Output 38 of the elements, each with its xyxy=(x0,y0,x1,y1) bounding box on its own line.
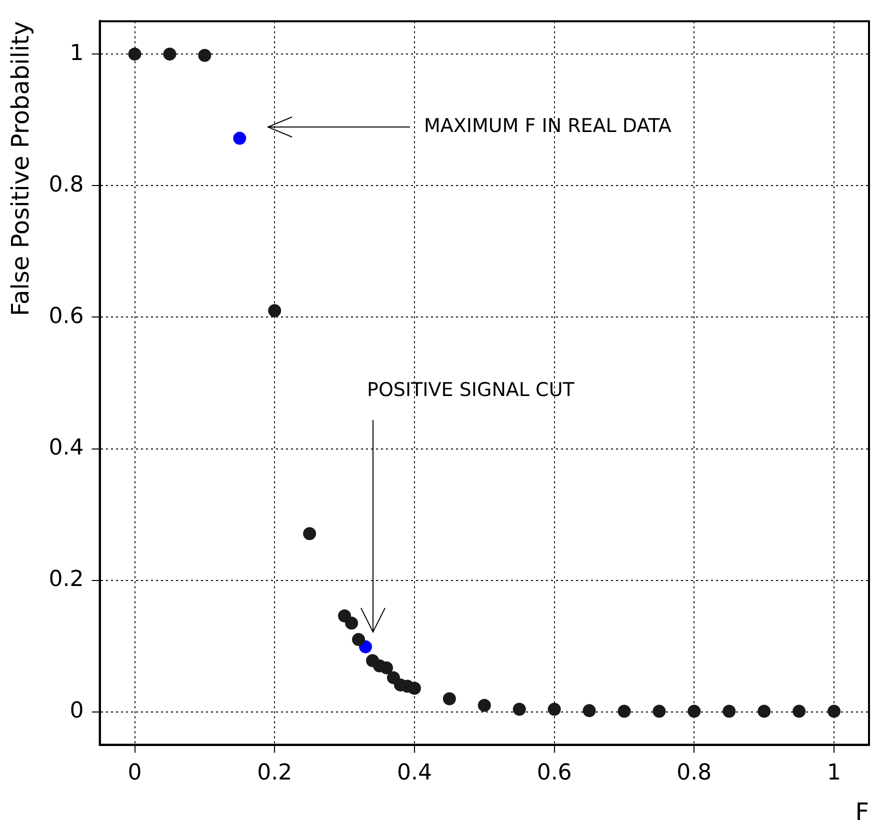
y-tick-label: 0.4 xyxy=(48,436,84,460)
point xyxy=(442,692,456,706)
x-tick-label: 0.6 xyxy=(536,760,572,786)
point xyxy=(163,48,176,61)
y-axis-title: False Positive Probability xyxy=(6,21,35,316)
point xyxy=(582,704,596,718)
y-tick-label: 0 xyxy=(70,698,84,724)
point xyxy=(722,704,736,718)
point xyxy=(233,132,246,145)
y-tick-label: 0.2 xyxy=(48,567,84,592)
point xyxy=(792,704,806,718)
point xyxy=(512,702,526,716)
y-tick-label: 0.6 xyxy=(48,304,84,329)
x-tick-label: 0.4 xyxy=(396,760,432,786)
point xyxy=(380,661,393,674)
x-tick-label: 0.8 xyxy=(676,760,712,786)
point xyxy=(652,704,666,718)
point xyxy=(303,527,316,540)
point xyxy=(758,704,771,718)
annotation: POSITIVE SIGNAL CUT xyxy=(367,378,575,401)
y-tick-label: 0.8 xyxy=(48,172,84,198)
annotation: MAXIMUM F IN REAL DATA xyxy=(424,114,672,137)
x-axis-title: F xyxy=(855,798,869,826)
point xyxy=(408,682,421,695)
point xyxy=(828,704,841,718)
x-tick-label: 0 xyxy=(128,760,142,786)
x-tick-label: 1 xyxy=(827,760,842,786)
point xyxy=(548,702,561,716)
point xyxy=(618,704,631,718)
point xyxy=(352,633,366,646)
point xyxy=(345,616,358,630)
point xyxy=(688,704,701,718)
point xyxy=(478,698,491,712)
point xyxy=(268,304,282,318)
x-tick-label: 0.2 xyxy=(257,760,292,786)
point xyxy=(198,48,212,62)
y-tick-label: 1 xyxy=(70,40,84,66)
point xyxy=(128,48,142,61)
